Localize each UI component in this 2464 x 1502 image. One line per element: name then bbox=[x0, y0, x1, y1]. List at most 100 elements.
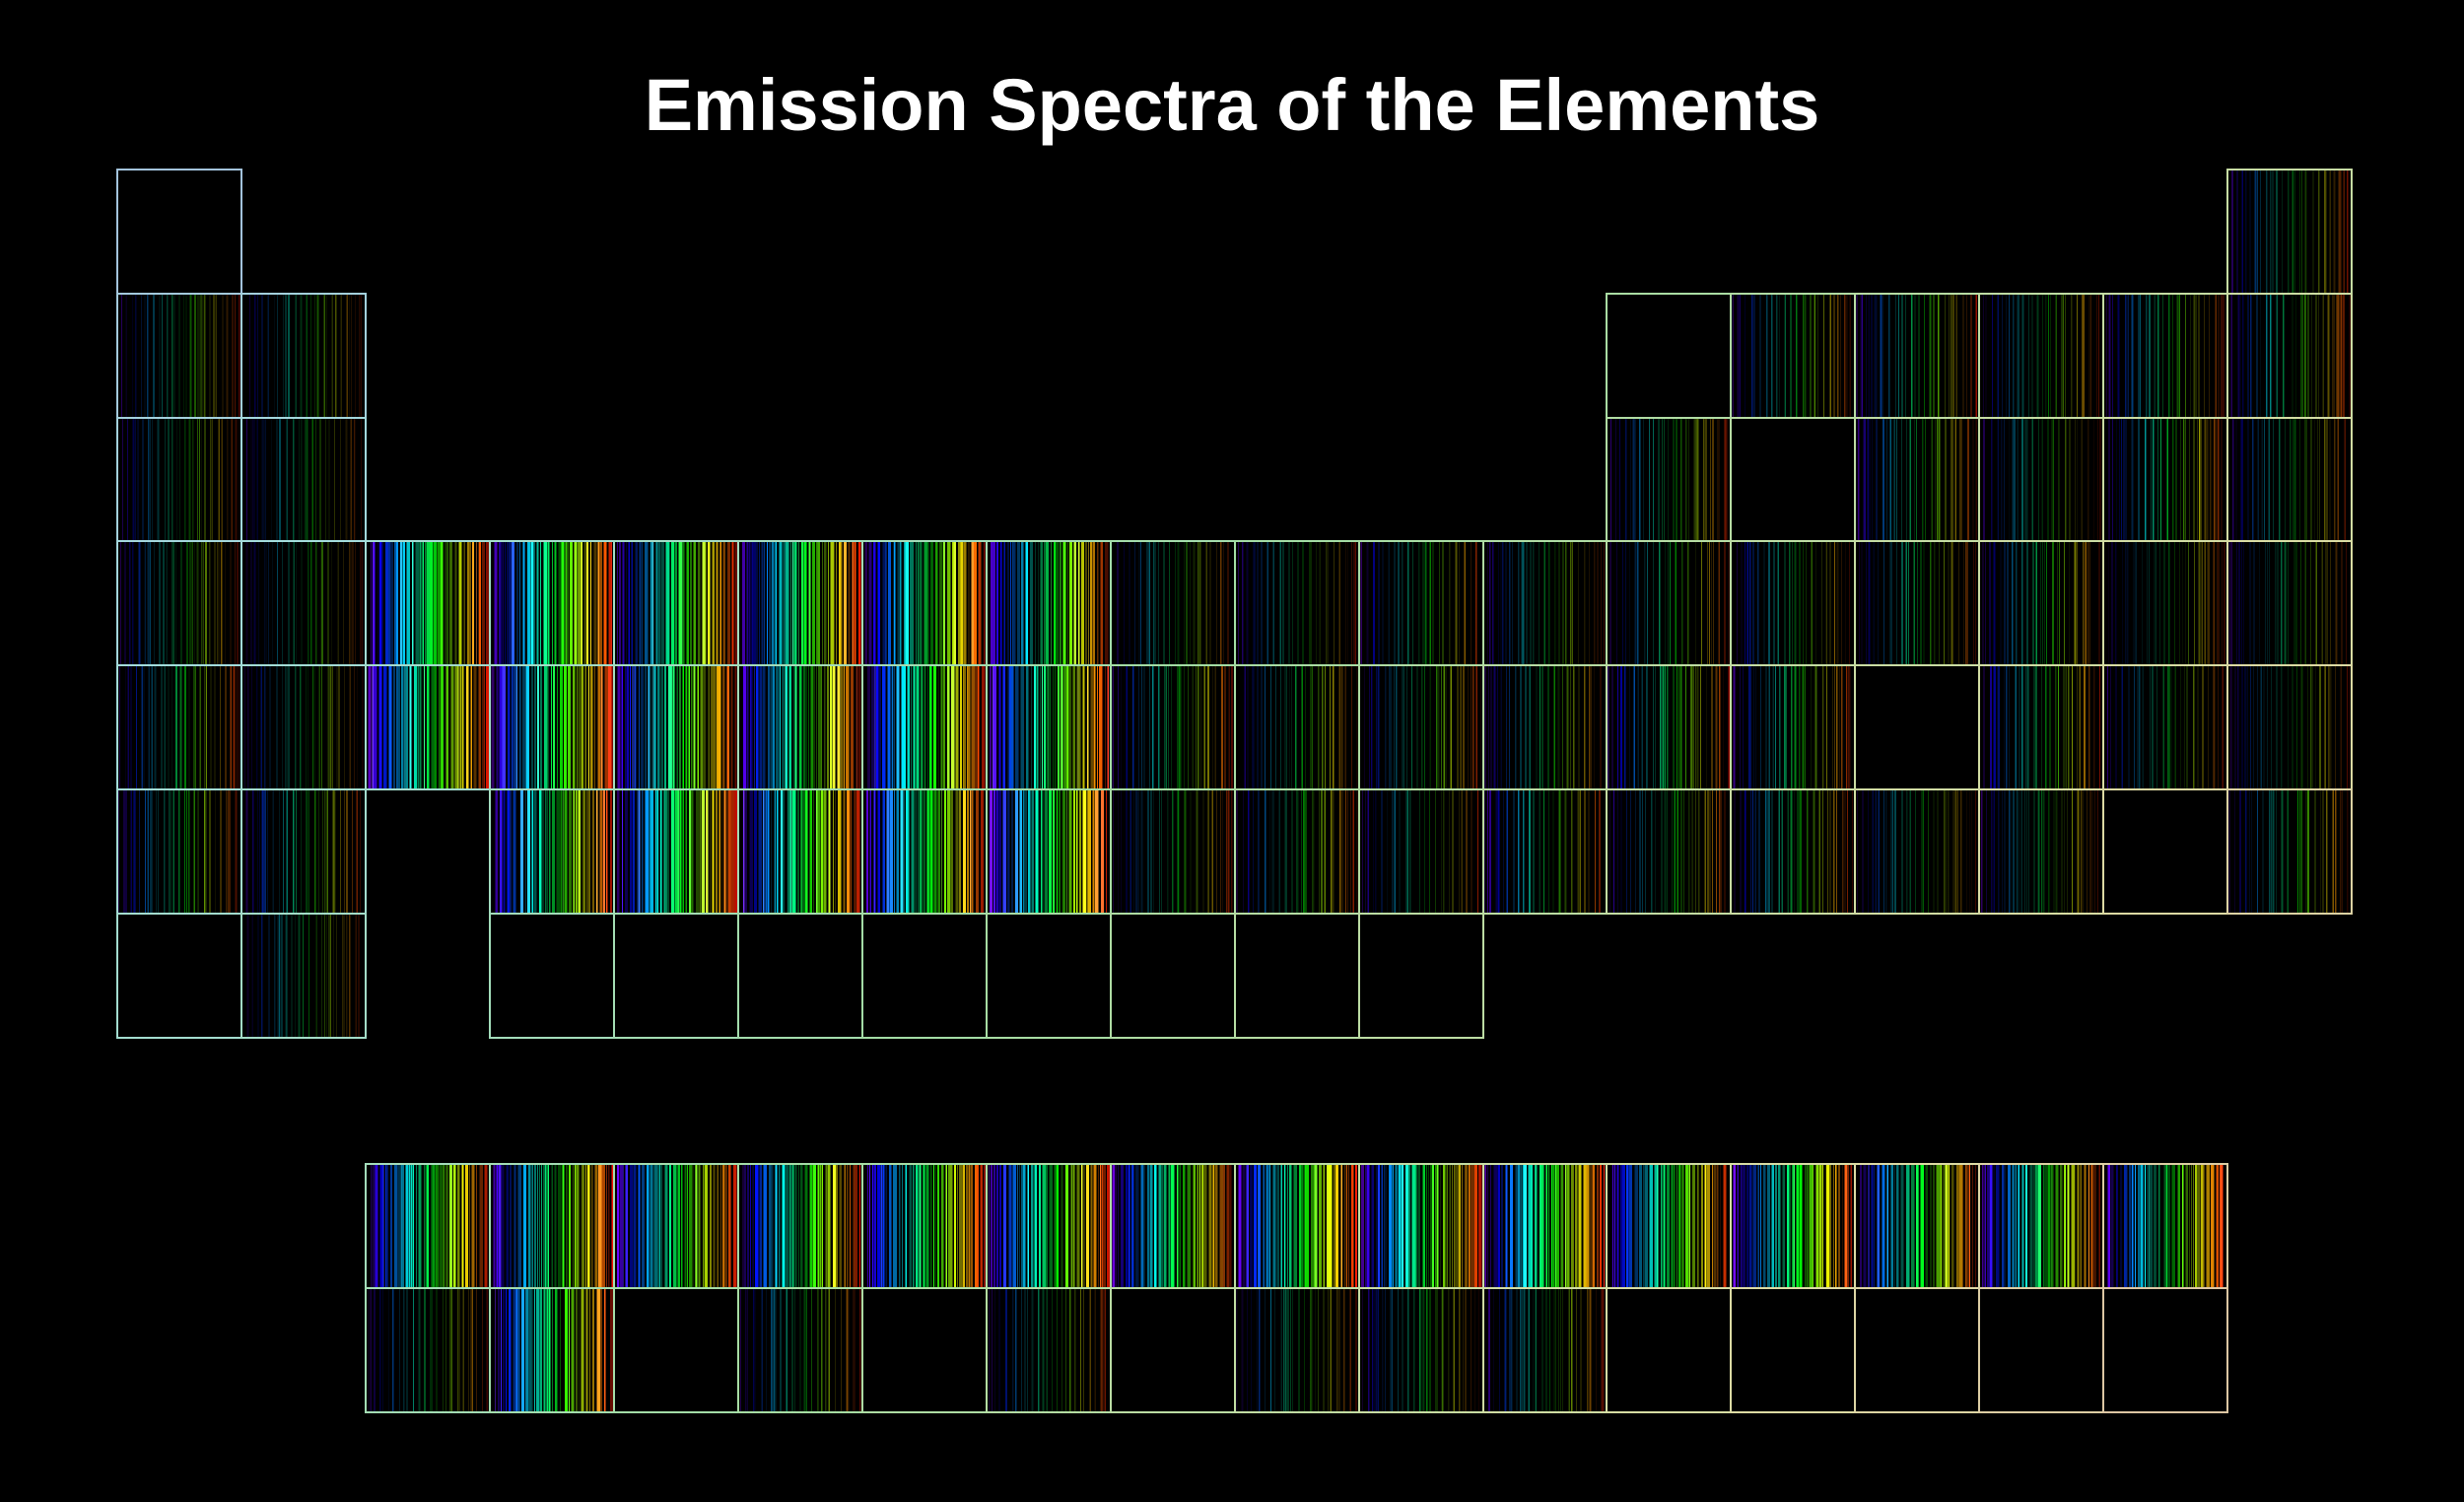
element-cell bbox=[1730, 416, 1857, 543]
element-cell bbox=[1481, 1162, 1608, 1289]
element-cell bbox=[1481, 664, 1608, 791]
element-cell bbox=[1606, 416, 1733, 543]
element-cell bbox=[1854, 540, 1981, 667]
element-cell bbox=[1233, 664, 1360, 791]
element-cell bbox=[1606, 788, 1733, 916]
element-cell bbox=[1730, 1286, 1857, 1413]
element-cell bbox=[736, 540, 863, 667]
element-cell bbox=[2102, 416, 2229, 543]
element-cell bbox=[1978, 416, 2105, 543]
element-cell bbox=[612, 664, 739, 791]
element-cell bbox=[1481, 1286, 1608, 1413]
element-cell bbox=[115, 664, 242, 791]
element-cell bbox=[1606, 540, 1733, 667]
element-cell bbox=[1357, 913, 1484, 1040]
element-cell bbox=[860, 913, 988, 1040]
element-cell bbox=[1854, 664, 1981, 791]
element-cell bbox=[1481, 540, 1608, 667]
title: Emission Spectra of the Elements bbox=[644, 64, 1820, 146]
element-cell bbox=[1606, 1162, 1733, 1289]
element-cell bbox=[860, 1286, 988, 1413]
element-cell bbox=[2102, 1286, 2229, 1413]
element-cell bbox=[1109, 1286, 1236, 1413]
element-cell bbox=[2226, 540, 2354, 667]
element-cell bbox=[240, 788, 367, 916]
element-cell bbox=[736, 664, 863, 791]
element-cell bbox=[1978, 788, 2105, 916]
element-cell bbox=[2226, 788, 2354, 916]
element-cell bbox=[985, 1162, 1112, 1289]
element-cell bbox=[115, 913, 242, 1040]
element-cell bbox=[1978, 1162, 2105, 1289]
element-cell bbox=[985, 788, 1112, 916]
element-cell bbox=[1357, 1162, 1484, 1289]
element-cell bbox=[736, 913, 863, 1040]
element-cell bbox=[1357, 540, 1484, 667]
element-cell bbox=[1978, 664, 2105, 791]
element-cell bbox=[1606, 664, 1733, 791]
element-cell bbox=[985, 913, 1112, 1040]
element-cell bbox=[985, 664, 1112, 791]
element-cell bbox=[985, 1286, 1112, 1413]
element-cell bbox=[1109, 664, 1236, 791]
element-cell bbox=[1481, 788, 1608, 916]
element-cell bbox=[736, 788, 863, 916]
element-cell bbox=[240, 540, 367, 667]
element-cell bbox=[1109, 1162, 1236, 1289]
element-cell bbox=[240, 292, 367, 419]
element-cell bbox=[488, 1286, 615, 1413]
element-cell bbox=[240, 664, 367, 791]
element-cell bbox=[1606, 1286, 1733, 1413]
element-cell bbox=[612, 1162, 739, 1289]
element-cell bbox=[2102, 540, 2229, 667]
element-cell bbox=[240, 416, 367, 543]
element-cell bbox=[2102, 664, 2229, 791]
element-cell bbox=[488, 664, 615, 791]
element-cell bbox=[1730, 664, 1857, 791]
element-cell bbox=[1854, 788, 1981, 916]
element-cell bbox=[1854, 1162, 1981, 1289]
element-cell bbox=[115, 416, 242, 543]
element-cell bbox=[488, 788, 615, 916]
element-cell bbox=[364, 540, 491, 667]
element-cell bbox=[1109, 540, 1236, 667]
element-cell bbox=[1233, 913, 1360, 1040]
element-cell bbox=[736, 1162, 863, 1289]
element-cell bbox=[1978, 1286, 2105, 1413]
element-cell bbox=[1854, 416, 1981, 543]
element-cell bbox=[1233, 1286, 1360, 1413]
element-cell bbox=[1978, 540, 2105, 667]
element-cell bbox=[1730, 788, 1857, 916]
element-cell bbox=[1233, 540, 1360, 667]
element-cell bbox=[860, 788, 988, 916]
element-cell bbox=[1357, 664, 1484, 791]
element-cell bbox=[985, 540, 1112, 667]
element-cell bbox=[736, 1286, 863, 1413]
element-cell bbox=[488, 1162, 615, 1289]
element-cell bbox=[2102, 292, 2229, 419]
element-cell bbox=[364, 1286, 491, 1413]
element-cell bbox=[115, 292, 242, 419]
element-cell bbox=[1978, 292, 2105, 419]
element-cell bbox=[1357, 1286, 1484, 1413]
element-cell bbox=[364, 1162, 491, 1289]
element-cell bbox=[612, 540, 739, 667]
element-cell bbox=[488, 913, 615, 1040]
element-cell bbox=[2226, 168, 2354, 295]
element-cell bbox=[240, 913, 367, 1040]
element-cell bbox=[1730, 1162, 1857, 1289]
element-cell bbox=[1109, 913, 1236, 1040]
element-cell bbox=[1606, 292, 1733, 419]
element-cell bbox=[1730, 540, 1857, 667]
element-cell bbox=[488, 540, 615, 667]
element-cell bbox=[1854, 292, 1981, 419]
element-cell bbox=[115, 788, 242, 916]
element-cell bbox=[1109, 788, 1236, 916]
element-cell bbox=[860, 540, 988, 667]
element-cell bbox=[612, 788, 739, 916]
element-cell bbox=[1233, 1162, 1360, 1289]
element-cell bbox=[2226, 664, 2354, 791]
element-cell bbox=[1357, 788, 1484, 916]
